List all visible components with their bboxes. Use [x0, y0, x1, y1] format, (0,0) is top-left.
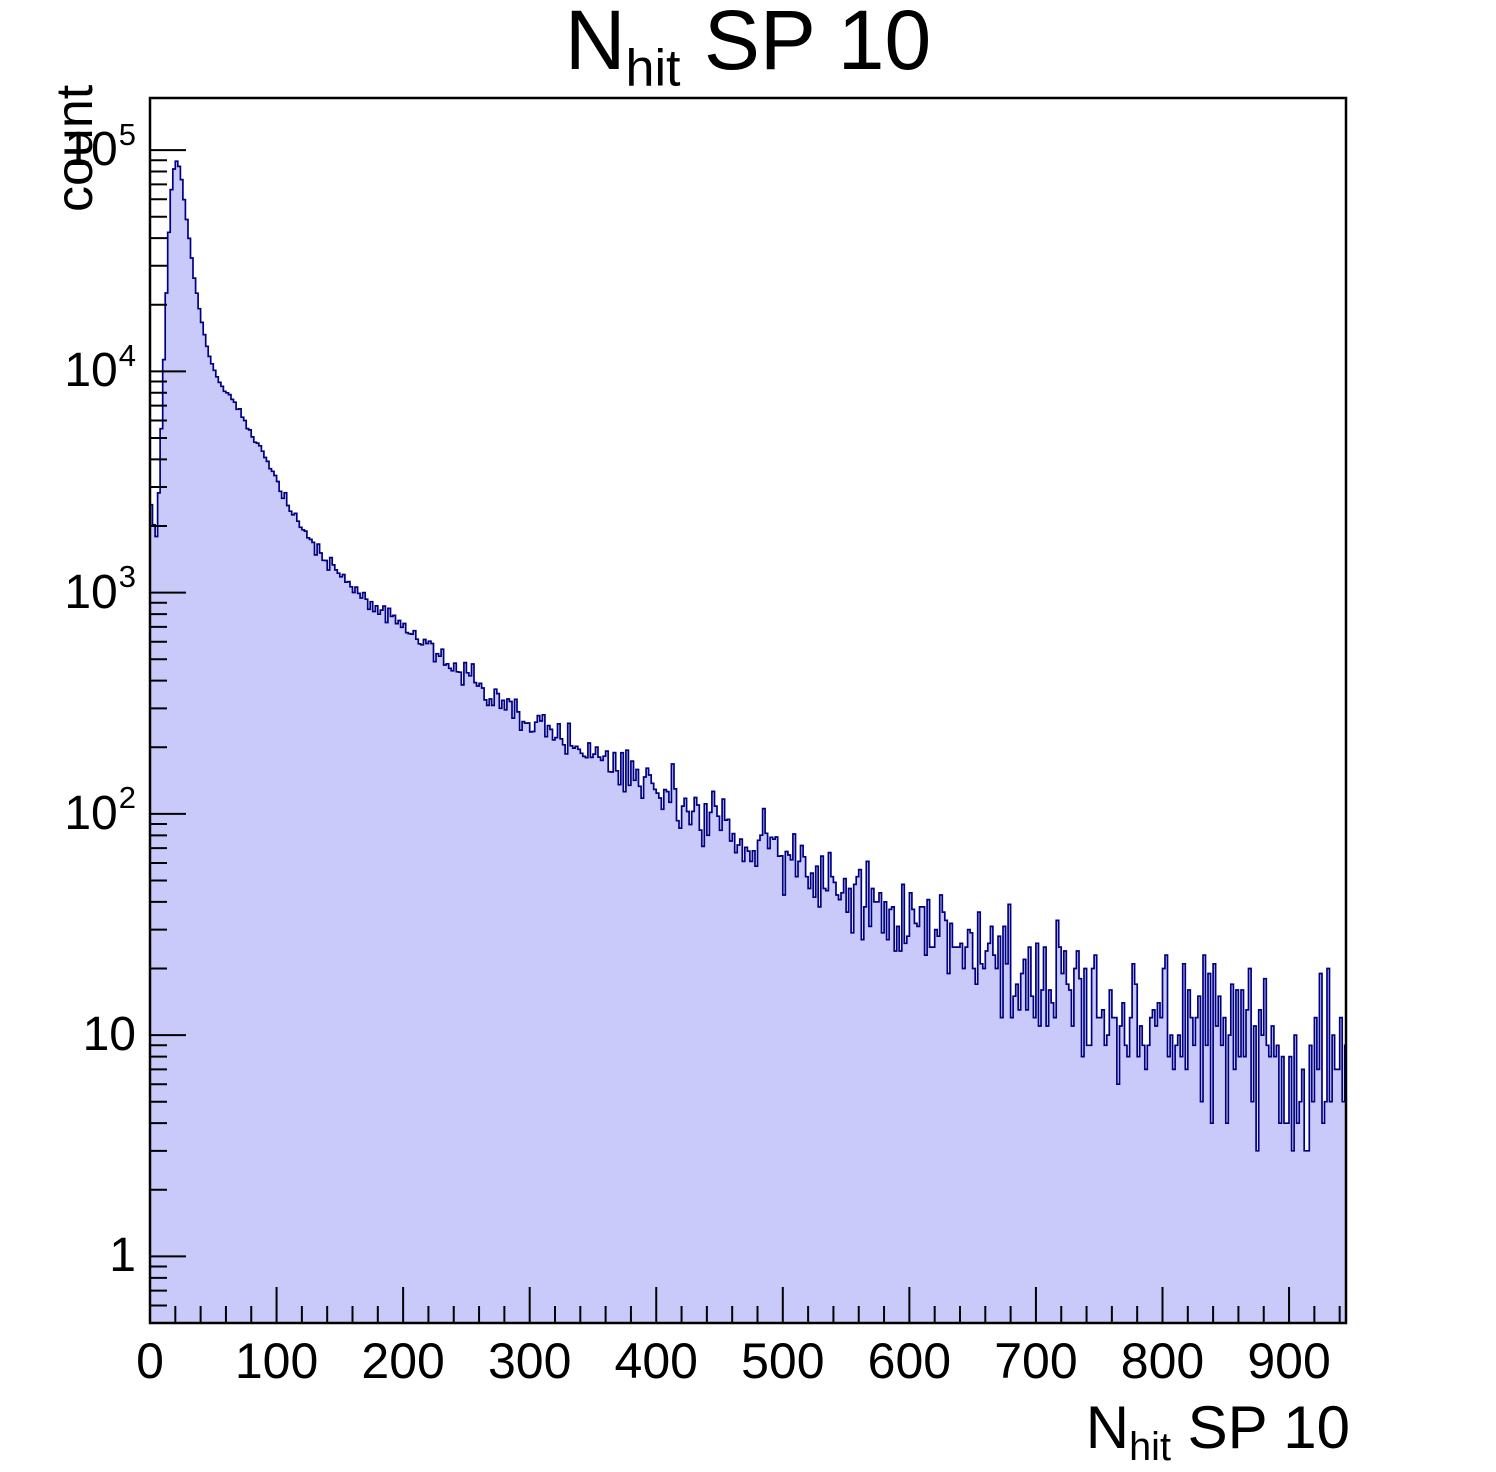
- y-tick-label-exponent: 4: [118, 337, 136, 373]
- y-tick-label-exponent: 2: [118, 780, 136, 816]
- histogram-outline: [149, 160, 1347, 1323]
- plot-title-subscript: hit: [625, 39, 681, 98]
- histogram-fill: [150, 161, 1346, 1324]
- x-tick-label-700: 700: [994, 1333, 1078, 1389]
- y-tick-label-base: 10: [64, 786, 118, 840]
- x-tick-label-100: 100: [234, 1333, 319, 1389]
- x-tick-label-0: 0: [136, 1333, 164, 1389]
- y-tick-label-10: 10: [83, 1007, 136, 1063]
- x-tick-label-400: 400: [614, 1333, 698, 1389]
- y-tick-label-10e3: 10 3: [64, 561, 136, 621]
- y-tick-label-10e2: 10 2: [64, 782, 136, 842]
- y-tick-label-exponent: 5: [118, 116, 136, 152]
- y-axis-title: count: [46, 84, 104, 212]
- x-tick-label-300: 300: [487, 1333, 572, 1389]
- y-tick-label-1: 1: [109, 1228, 136, 1284]
- x-axis-title-suffix: SP 10: [1170, 1394, 1350, 1461]
- axis-ticks: [149, 149, 1341, 1323]
- y-tick-label-base: 10: [64, 344, 118, 398]
- y-tick-label-base: 10: [82, 1008, 136, 1062]
- y-tick-label-10e4: 10 4: [64, 337, 136, 399]
- y-tick-label-base: 10: [64, 565, 118, 619]
- x-tick-label-900: 900: [1247, 1333, 1331, 1389]
- x-tick-label-500: 500: [741, 1333, 825, 1389]
- y-tick-label-exponent: 3: [118, 559, 136, 595]
- x-tick-label-600: 600: [867, 1333, 952, 1389]
- plot-title: Nhit SP 10: [565, 0, 931, 98]
- plot-title-main: N: [564, 0, 626, 87]
- x-tick-label-800: 800: [1120, 1333, 1205, 1389]
- plot-title-suffix: SP 10: [680, 0, 932, 87]
- y-tick-label-base: 1: [109, 1229, 136, 1283]
- x-tick-label-200: 200: [361, 1333, 445, 1389]
- x-axis-title-main: N: [1085, 1394, 1130, 1461]
- y-tick-label-10e5: 10 5: [64, 116, 136, 178]
- y-tick-label-base: 10: [64, 123, 118, 177]
- plot-frame: [148, 96, 1348, 1325]
- x-axis-title-subscript: hit: [1129, 1424, 1171, 1469]
- x-axis-title: Nhit SP 10: [1086, 1398, 1350, 1467]
